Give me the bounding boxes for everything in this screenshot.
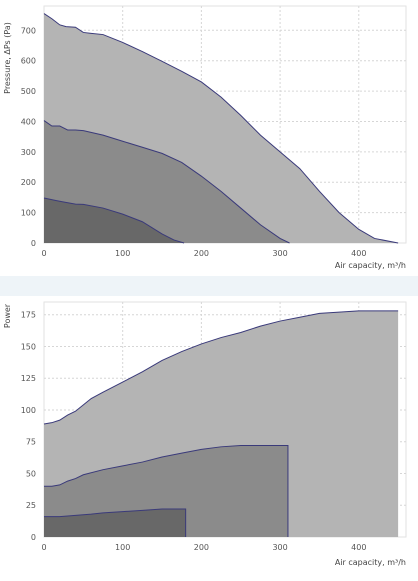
series-line-2 (44, 445, 289, 537)
axes: Pressure, ΔPs (Pa) Air capacity, m³/h 0 1… (3, 22, 406, 270)
series-area-3 (44, 509, 186, 537)
x-tick-label: 100 (115, 543, 130, 552)
chart-separator (0, 276, 418, 296)
x-tick-label: 300 (272, 249, 287, 258)
series-areas (43, 310, 399, 537)
y-axis-label: Pressure, ΔPs (Pa) (3, 22, 12, 94)
y-tick-label: 150 (21, 342, 36, 351)
x-tick-label: 300 (272, 543, 287, 552)
y-axis-label: Power (3, 303, 12, 328)
power-chart-panel: Power Air capacity, m³/h 0 25 50 75 100 125 15… (0, 296, 418, 581)
y-tick-label: 25 (26, 501, 36, 510)
y-tick-label: 300 (21, 148, 36, 157)
y-tick-label: 0 (31, 533, 36, 542)
x-tick-label: 200 (194, 543, 209, 552)
y-tick-label: 500 (21, 87, 36, 96)
y-tick-label: 175 (21, 311, 36, 320)
x-tick-label: 200 (194, 249, 209, 258)
y-tick-label: 400 (21, 117, 36, 126)
y-tick-label: 100 (21, 209, 36, 218)
x-tick-label: 400 (351, 249, 366, 258)
series-line-2 (43, 120, 290, 244)
y-tick-label: 200 (21, 178, 36, 187)
x-tick-label: 100 (115, 249, 130, 258)
power-chart: Power Air capacity, m³/h 0 25 50 75 100 125 15… (3, 301, 407, 567)
x-tick-label: 0 (41, 543, 46, 552)
x-tick-label: 0 (41, 249, 46, 258)
y-tick-label: 100 (21, 406, 36, 415)
pressure-chart-panel: Pressure, ΔPs (Pa) Air capacity, m³/h 0 1… (0, 0, 418, 276)
series-line-3 (43, 197, 185, 244)
x-tick-label: 400 (351, 543, 366, 552)
y-tick-label: 600 (21, 57, 36, 66)
series-areas (43, 13, 399, 244)
axes: Power Air capacity, m³/h 0 25 50 75 100 125 15… (3, 303, 406, 567)
series-line-3 (44, 508, 187, 537)
y-tick-label: 700 (21, 26, 36, 35)
y-tick-label: 50 (26, 469, 36, 478)
x-axis-label: Air capacity, m³/h (335, 558, 406, 567)
series-area-3 (44, 198, 185, 243)
series-line-1 (43, 13, 399, 244)
x-axis-label: Air capacity, m³/h (335, 261, 406, 270)
pressure-chart: Pressure, ΔPs (Pa) Air capacity, m³/h 0 1… (3, 5, 407, 270)
series-line-1 (43, 310, 399, 425)
y-tick-label: 75 (26, 438, 36, 447)
y-tick-label: 0 (31, 239, 36, 248)
y-tick-label: 125 (21, 374, 36, 383)
